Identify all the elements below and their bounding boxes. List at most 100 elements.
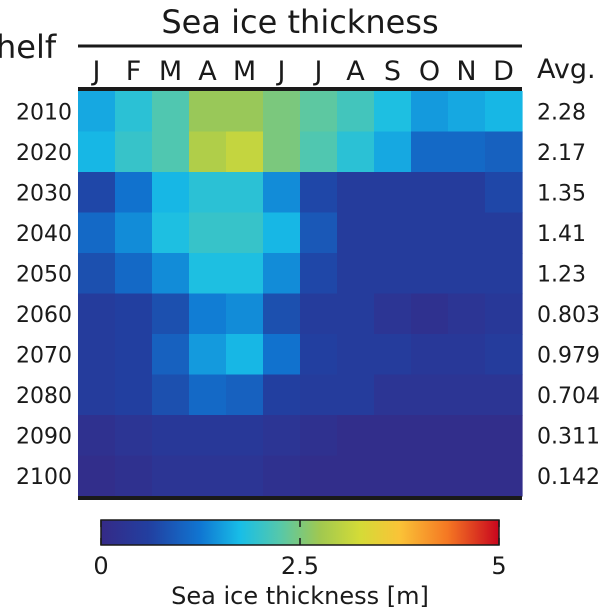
year-label: 2020 — [16, 141, 72, 166]
heatmap-cell — [411, 374, 449, 416]
row-average-label: 2.17 — [537, 141, 586, 166]
heatmap-cell — [300, 253, 338, 295]
heatmap-cell — [78, 91, 116, 133]
year-label: 2040 — [16, 222, 72, 247]
heatmap-cell — [411, 212, 449, 254]
heatmap-cell — [448, 131, 486, 173]
row-average-label: 1.41 — [537, 222, 586, 247]
row-average-label: 0.704 — [537, 384, 600, 409]
heatmap-cell — [263, 455, 301, 497]
heatmap-cell — [189, 172, 227, 214]
heatmap-cell — [448, 212, 486, 254]
heatmap-cell — [263, 131, 301, 173]
heatmap-cell — [337, 131, 375, 173]
heatmap-cell — [226, 253, 264, 295]
heatmap-cell — [78, 415, 116, 457]
heatmap-cell — [263, 253, 301, 295]
heatmap-cell — [263, 293, 301, 335]
heatmap-cell — [78, 212, 116, 254]
heatmap-cell — [485, 212, 523, 254]
heatmap-cell — [374, 415, 412, 457]
heatmap-cell — [337, 172, 375, 214]
year-label: 2060 — [16, 303, 72, 328]
heatmap-cell — [448, 374, 486, 416]
heatmap-cell — [448, 293, 486, 335]
colorbar-ticks: 0 2.5 5 — [93, 520, 507, 580]
year-label: 2010 — [16, 100, 72, 125]
heatmap-cell — [485, 374, 523, 416]
grid-top-border — [78, 87, 522, 91]
row-average-label: 1.23 — [537, 262, 586, 287]
heatmap-cell — [374, 91, 412, 133]
heatmap-cell — [152, 253, 190, 295]
heatmap-cell — [78, 293, 116, 335]
heatmap-cell — [374, 455, 412, 497]
year-label: 2090 — [16, 424, 72, 449]
heatmap-cell — [189, 293, 227, 335]
month-label: J — [313, 56, 323, 87]
heatmap-cell — [78, 455, 116, 497]
heatmap-cell — [152, 131, 190, 173]
heatmap-cell — [78, 131, 116, 173]
heatmap-cell — [78, 253, 116, 295]
heatmap-cell — [115, 455, 153, 497]
row-average-label: 1.35 — [537, 181, 586, 206]
heatmap-cell — [337, 293, 375, 335]
heatmap-cell — [189, 131, 227, 173]
heatmap-cell — [115, 374, 153, 416]
month-label: A — [198, 56, 217, 87]
year-label: 2080 — [16, 384, 72, 409]
heatmap-cell — [448, 172, 486, 214]
heatmap-cell — [374, 253, 412, 295]
year-labels: 2010 2020 2030 2040 2050 2060 2070 2080 2090 2100 — [16, 100, 72, 490]
colorbar-tick-label: 0 — [93, 552, 108, 580]
heatmap-cell — [152, 293, 190, 335]
heatmap-cell — [300, 455, 338, 497]
heatmap-cell — [226, 91, 264, 133]
heatmap-cell — [485, 253, 523, 295]
heatmap-cell — [485, 455, 523, 497]
heatmap-cell — [115, 253, 153, 295]
month-label: N — [456, 56, 476, 87]
heatmap-cell — [226, 374, 264, 416]
heatmap-cell — [152, 374, 190, 416]
month-label: J — [91, 56, 101, 87]
heatmap-cell — [115, 293, 153, 335]
heatmap-cell — [152, 172, 190, 214]
heatmap-cell — [189, 334, 227, 376]
heatmap-cell — [78, 374, 116, 416]
heatmap-cell — [411, 334, 449, 376]
year-label: 2050 — [16, 262, 72, 287]
heatmap-cell — [263, 172, 301, 214]
month-label: O — [419, 56, 440, 87]
heatmap-cell — [485, 293, 523, 335]
year-label: 2100 — [16, 465, 72, 490]
heatmap-cell — [374, 131, 412, 173]
row-average-label: 0.142 — [537, 465, 600, 490]
heatmap-cell — [411, 415, 449, 457]
row-average-label: 0.803 — [537, 303, 600, 328]
heatmap-cell — [300, 91, 338, 133]
heatmap-cell — [152, 415, 190, 457]
row-average-label: 0.311 — [537, 424, 600, 449]
colorbar-label: Sea ice thickness [m] — [171, 582, 429, 610]
heatmap-cell — [337, 374, 375, 416]
month-label: D — [493, 56, 514, 87]
year-label: 2070 — [16, 343, 72, 368]
heatmap-cell — [115, 91, 153, 133]
heatmap-cell — [485, 172, 523, 214]
heatmap-cell — [300, 172, 338, 214]
chart-title: Sea ice thickness — [161, 3, 438, 41]
heatmap-cell — [448, 415, 486, 457]
heatmap-cell — [263, 91, 301, 133]
heatmap-cell — [226, 455, 264, 497]
month-label: F — [126, 56, 142, 87]
heatmap-cell — [337, 91, 375, 133]
heatmap-cell — [374, 212, 412, 254]
heatmap-cell — [411, 293, 449, 335]
heatmap-cell — [337, 455, 375, 497]
year-label: 2030 — [16, 181, 72, 206]
heatmap-cell — [485, 131, 523, 173]
heatmap-cell — [485, 415, 523, 457]
